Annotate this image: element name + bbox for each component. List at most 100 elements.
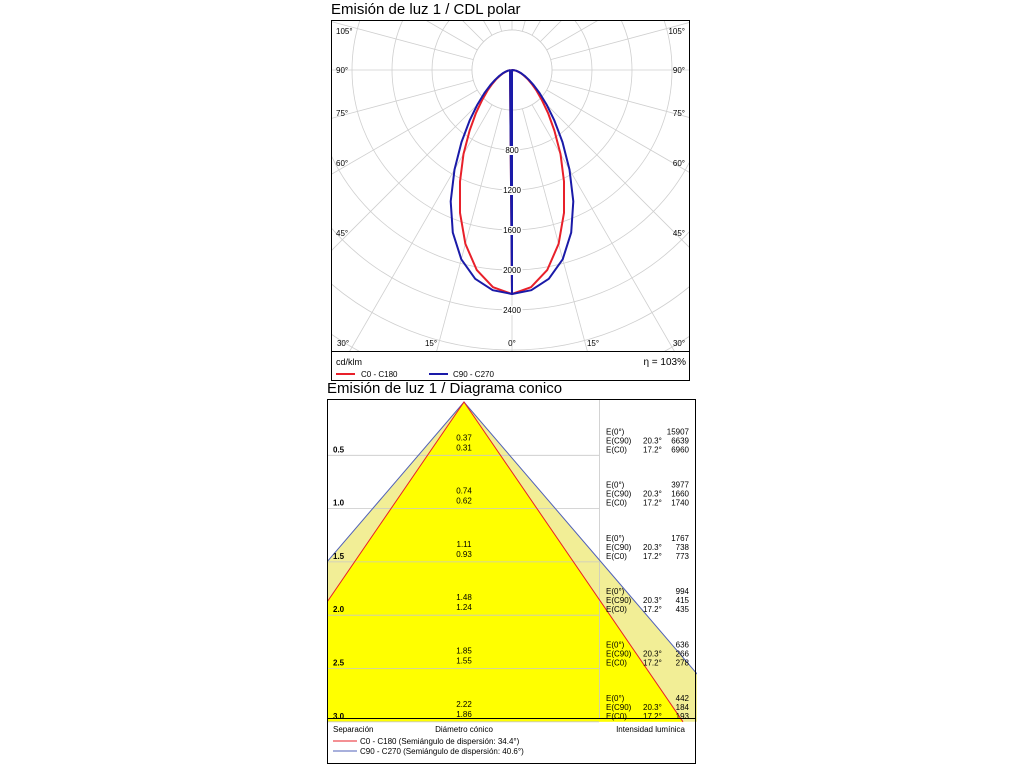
cone-ec0-label: E(C0) [606,552,627,561]
polar-angle-label: 45° [336,229,348,238]
cone-ec0-value: 6960 [671,445,689,454]
polar-radial-label-bg [502,306,523,315]
cone-ec90-label: E(C90) [606,490,632,499]
cone-edge-c0 [327,401,684,723]
cone-diameter-c90: 0.74 [456,487,472,496]
cone-diameter-c90: 1.11 [457,540,473,549]
cone-ec90-angle: 20.3° [643,490,662,499]
polar-angle-label: 75° [673,109,685,118]
cone-diameter-c90: 1.85 [456,647,472,656]
cone-footer-separation: Separación [333,725,373,734]
cone-frame [327,399,696,764]
cone-distance-label: 0.5 [333,445,345,454]
cone-ec90-angle: 20.3° [643,543,662,552]
polar-radial-label: 1600 [503,226,521,235]
cone-ec0-value: 435 [676,605,690,614]
cone-e0-label: E(0°) [606,534,625,543]
polar-grid-spoke [521,20,526,32]
polar-chart: 800 1200 1600 2000 2400 105° 105° 90° 75° 60° 45° 9… [331,20,690,381]
polar-grid-spoke [546,89,690,174]
polar-angle-label: 75° [336,109,348,118]
polar-grid-spoke [550,79,690,119]
cone-diameter-c0: 0.62 [456,497,472,506]
polar-grid-spoke [498,20,503,32]
polar-angle-label: 15° [425,339,437,348]
polar-angle-label: 30° [673,339,685,348]
cone-ec0-value: 1740 [671,499,689,508]
polar-angle-label: 15° [587,339,599,348]
cone-distance-label: 1.0 [333,499,345,508]
polar-radial-label-bg [502,266,523,275]
cone-ec90-angle: 20.3° [643,436,662,445]
polar-curve-c90-c270 [449,69,575,295]
cone-ec90-value: 1660 [671,490,689,499]
polar-legend-box [331,351,690,381]
cone-ec90-angle: 20.3° [643,703,662,712]
cone-ec90-label: E(C90) [606,436,632,445]
cone-e0-label: E(0°) [606,587,625,596]
cone-ec0-label: E(C0) [606,659,627,668]
polar-radial-label: 2400 [503,306,521,315]
cone-distance-label: 3.0 [333,712,345,721]
cone-ec0-value: 278 [676,659,690,668]
cone-ec0-label: E(C0) [606,712,627,721]
cone-diameter-c0: 1.86 [456,710,472,719]
polar-grid-spoke [436,108,503,352]
polar-grid-spoke [540,98,690,249]
polar-radial-label: 800 [505,146,519,155]
cone-ec90-value: 415 [676,596,690,605]
polar-radial-label-bg [502,186,523,195]
cone-ec0-label: E(C0) [606,499,627,508]
cone-diameter-c0: 0.31 [456,443,472,452]
polar-grid-spoke [550,21,690,61]
cone-ec0-angle: 17.2° [643,445,662,454]
polar-grid-spoke [348,104,493,352]
cone-ec0-value: 193 [676,712,690,721]
polar-angle-label: 90° [673,66,685,75]
cone-e0-label: E(0°) [606,481,625,490]
polar-grid-spoke [331,21,474,61]
polar-radial-label-bg [502,226,523,235]
cone-e0-label: E(0°) [606,694,625,703]
cone-ec90-label: E(C90) [606,596,632,605]
cone-distance-label: 1.5 [333,552,345,561]
polar-grid-spoke [331,89,478,175]
cone-ec0-angle: 17.2° [643,712,662,721]
cone-e0-value: 1767 [671,534,689,543]
polar-grid-spoke [461,20,484,42]
cone-e0-label: E(0°) [606,641,625,650]
polar-unit-label: cd/klm [336,357,362,367]
cone-ec90-label: E(C90) [606,650,632,659]
polar-angle-label: 60° [336,159,348,168]
cone-diagram: 0.5 0.370.31 E(0°) 15907 E(C90) 20.3° 6639 E(C0… [327,399,697,764]
cone-e0-value: 15907 [667,427,690,436]
cone-distance-label: 2.0 [333,605,345,614]
cone-ec90-angle: 20.3° [643,596,662,605]
cone-e0-value: 636 [676,641,690,650]
legend-label-c0: C0 - C180 [361,370,398,379]
cone-legend-c90: C90 - C270 (Semiángulo de dispersión: 40… [360,747,524,756]
polar-grid-spoke [531,104,676,352]
cone-ec90-value: 738 [676,543,690,552]
cone-ec90-value: 266 [676,650,690,659]
polar-angle-label: 30° [337,339,349,348]
polar-chart-title: Emisión de luz 1 / CDL polar [331,1,521,18]
cone-ec90-label: E(C90) [606,543,632,552]
polar-efficiency: η = 103% [643,357,686,368]
polar-angle-label: 60° [673,159,685,168]
cone-diameter-c90: 1.48 [456,593,472,602]
legend-label-c90: C90 - C270 [453,370,494,379]
polar-angle-label: 90° [336,66,348,75]
polar-angle-label: 105° [336,27,353,36]
cone-ec0-label: E(C0) [606,445,627,454]
cone-distance-label: 2.5 [333,659,345,668]
cone-diameter-c0: 0.93 [456,550,472,559]
polar-radial-label-bg [504,146,521,155]
cone-ec0-angle: 17.2° [643,552,662,561]
polar-grid-spoke [531,20,542,36]
cone-footer-intensity: Intensidad lumínica [616,725,685,734]
cone-ec90-value: 6639 [671,436,689,445]
cone-e0-value: 994 [676,587,690,596]
polar-grid-spoke [331,98,484,252]
cone-footer-diameter: Diámetro cónico [435,725,493,734]
